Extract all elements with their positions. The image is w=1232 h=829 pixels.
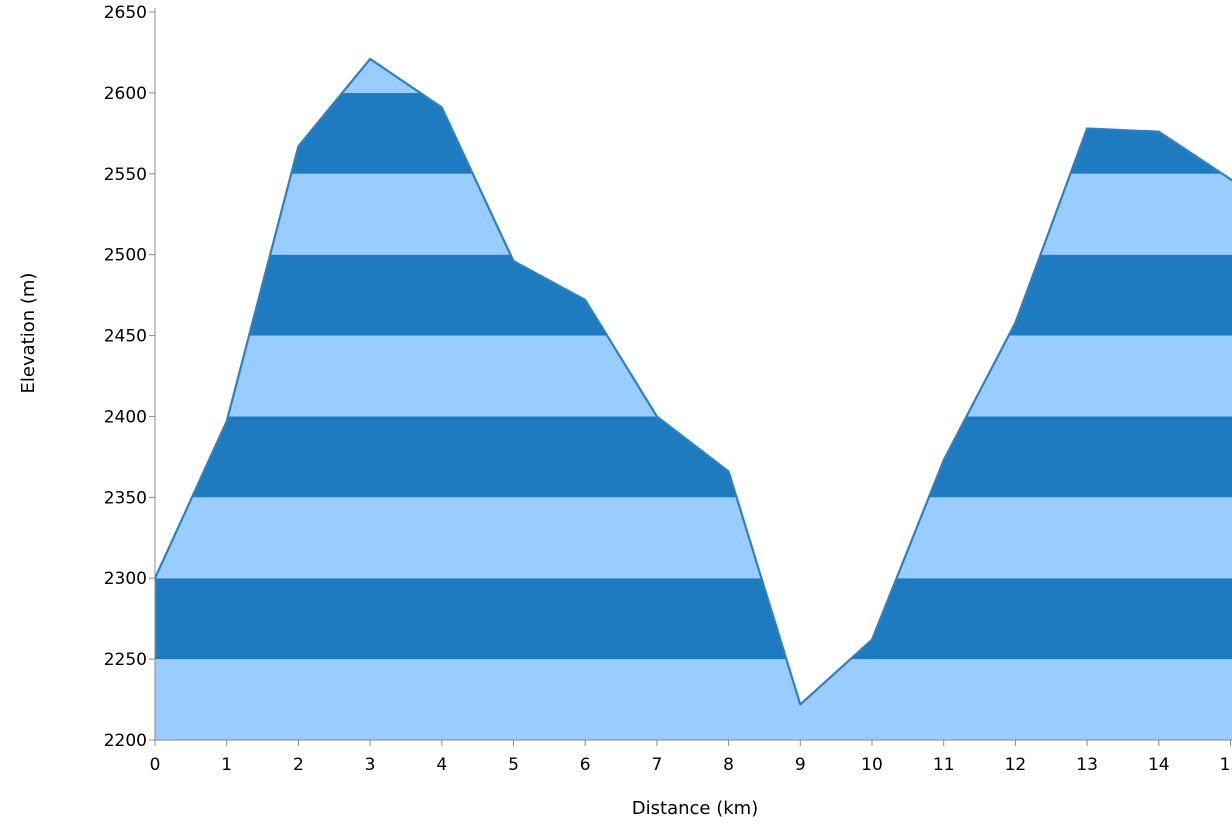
x-tick-label: 14 [1148, 755, 1170, 775]
x-tick-label: 12 [1005, 755, 1027, 775]
elevation-band-2300-2350 [155, 497, 1232, 578]
x-tick-label: 11 [933, 755, 955, 775]
y-tick-label: 2450 [104, 327, 147, 347]
elevation-bands [155, 12, 1232, 740]
x-tick-label: 9 [795, 755, 806, 775]
elevation-band-2200-2250 [155, 659, 1232, 740]
y-tick-label: 2550 [104, 165, 147, 185]
x-tick-label: 4 [436, 755, 447, 775]
elevation-band-2400-2450 [155, 336, 1232, 417]
x-tick-label: 8 [723, 755, 734, 775]
x-tick-label: 0 [150, 755, 161, 775]
elevation-band-2600-2650 [155, 12, 1232, 93]
y-tick-label: 2400 [104, 407, 147, 427]
y-tick-label: 2650 [104, 3, 147, 23]
y-tick-label: 2350 [104, 488, 147, 508]
x-tick-label: 6 [580, 755, 591, 775]
elevation-band-2250-2300 [155, 578, 1232, 659]
y-axis-title: Elevation (m) [18, 273, 39, 394]
y-tick-label: 2300 [104, 569, 147, 589]
x-tick-label: 15 [1220, 755, 1232, 775]
x-tick-label: 13 [1076, 755, 1098, 775]
x-axis-title: Distance (km) [632, 798, 758, 819]
y-tick-label: 2200 [104, 731, 147, 751]
y-tick-label: 2600 [104, 84, 147, 104]
x-tick-label: 5 [508, 755, 519, 775]
y-tick-label: 2500 [104, 246, 147, 266]
x-tick-label: 2 [293, 755, 304, 775]
x-tick-label: 3 [365, 755, 376, 775]
y-tick-label: 2250 [104, 650, 147, 670]
x-tick-label: 10 [861, 755, 883, 775]
elevation-band-2350-2400 [155, 416, 1232, 497]
elevation-band-2550-2600 [155, 93, 1232, 174]
x-tick-label: 1 [221, 755, 232, 775]
elevation-band-2450-2500 [155, 255, 1232, 336]
x-tick-label: 7 [651, 755, 662, 775]
elevation-band-2500-2550 [155, 174, 1232, 255]
